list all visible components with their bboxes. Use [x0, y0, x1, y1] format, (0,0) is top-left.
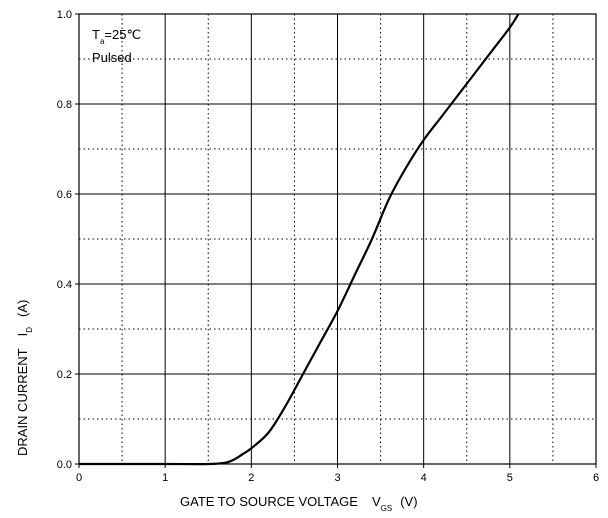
- y-tick-label: 0.4: [57, 279, 72, 291]
- x-tick-label: 0: [76, 472, 82, 484]
- x-tick-label: 4: [421, 472, 427, 484]
- temp-subscript: a: [100, 37, 105, 46]
- y-tick-label: 0.8: [57, 99, 72, 111]
- x-tick-label: 1: [162, 472, 168, 484]
- y-tick-label: 1.0: [57, 9, 72, 21]
- x-axis-label-text: GATE TO SOURCE VOLTAGE: [180, 494, 358, 509]
- y-axis-label-group: DRAIN CURRENT ID (A): [15, 300, 34, 456]
- series-line: [78, 13, 520, 466]
- y-axis-subscript: D: [25, 327, 34, 333]
- x-tick-label: 6: [593, 472, 599, 484]
- x-axis-label: GATE TO SOURCE VOLTAGE VGS (V): [180, 494, 418, 513]
- mode-annotation: Pulsed: [92, 50, 132, 65]
- x-tick-label: 2: [248, 472, 254, 484]
- y-tick-label: 0.2: [57, 369, 72, 381]
- temp-value: =25℃: [104, 27, 141, 42]
- x-axis-symbol: V: [372, 494, 381, 509]
- annotation: Ta=25℃ Pulsed: [92, 27, 141, 65]
- x-axis-unit: (V): [400, 494, 417, 509]
- x-tick-label: 5: [507, 472, 513, 484]
- temp-annotation: Ta=25℃: [92, 27, 141, 46]
- grid: [79, 14, 596, 464]
- y-axis-label: DRAIN CURRENT ID (A): [15, 300, 34, 456]
- x-tick-label: 3: [334, 472, 340, 484]
- y-tick-label: 0.6: [57, 189, 72, 201]
- y-axis-label-text: DRAIN CURRENT: [15, 348, 30, 456]
- series-layer: [78, 13, 520, 466]
- y-axis-unit: (A): [15, 300, 30, 317]
- plot-frame: [75, 13, 597, 468]
- temp-symbol: T: [92, 27, 100, 42]
- x-axis-subscript: GS: [381, 504, 393, 513]
- y-tick-label: 0.0: [57, 459, 72, 471]
- tick-labels: 0 1 2 3 4 5 6 0.0 0.2 0.4 0.6 0.8 1.0: [57, 9, 599, 484]
- y-axis-symbol: I: [15, 333, 30, 337]
